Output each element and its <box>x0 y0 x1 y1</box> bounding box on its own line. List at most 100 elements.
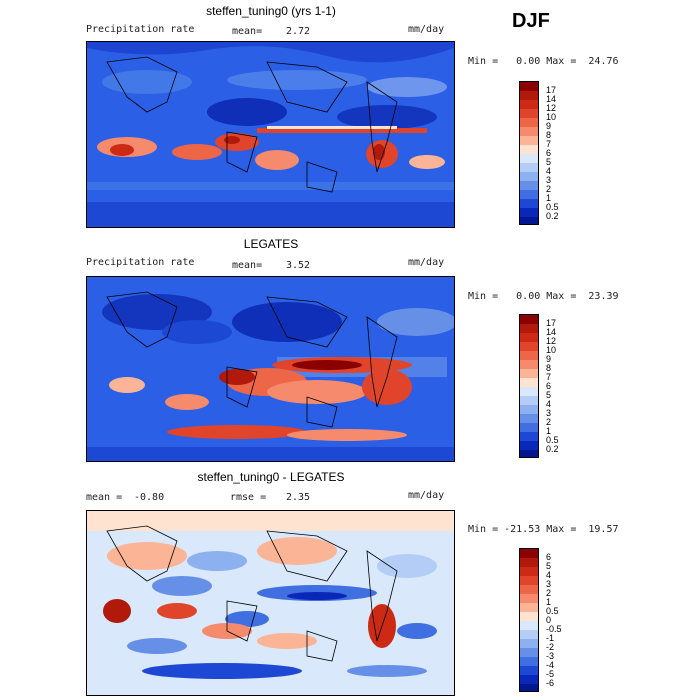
panel-3-colorbar-tick: -5 <box>546 669 555 679</box>
panel-2-colorbar-swatch <box>520 387 538 396</box>
panel-1-mean-value: 2.72 <box>286 26 311 37</box>
panel-3-colorbar-tick: 0 <box>546 615 552 625</box>
panel-3-mean-label: mean = <box>86 492 123 503</box>
panel-3-colorbar-tick: 0.5 <box>546 606 559 616</box>
panel-3-title: steffen_tuning0 - LEGATES <box>197 470 345 484</box>
panel-2-colorbar-tick: 9 <box>546 354 552 364</box>
panel-3-colorbar-tick: 5 <box>546 561 552 571</box>
panel-2-colorbar-swatch <box>520 414 538 423</box>
panel-2-colorbar <box>519 314 539 458</box>
panel-2-colorbar-swatch <box>520 315 538 324</box>
panel-3-colorbar-swatch <box>520 558 538 567</box>
panel-3-colorbar-swatch <box>520 675 538 684</box>
panel-1-colorbar <box>519 81 539 225</box>
panel-2-colorbar-tick: 14 <box>546 327 557 337</box>
panel-1-colorbar-swatch <box>520 100 538 109</box>
panel-2-colorbar-tick: 4 <box>546 399 552 409</box>
panel-1-colorbar-swatch <box>520 181 538 190</box>
season-label: DJF <box>512 10 550 32</box>
panel-3-colorbar-swatch <box>520 594 538 603</box>
panel-3-colorbar-swatch <box>520 585 538 594</box>
panel-1-colorbar-swatch <box>520 154 538 163</box>
panel-1-colorbar-swatch <box>520 208 538 217</box>
panel-1-map <box>86 41 455 228</box>
panel-3-colorbar-swatch <box>520 549 538 558</box>
panel-3-colorbar-tick: 4 <box>546 570 552 580</box>
panel-2-colorbar-swatch <box>520 423 538 432</box>
panel-2-colorbar-swatch <box>520 333 538 342</box>
panel-2-colorbar-swatch <box>520 360 538 369</box>
panel-3-colorbar-swatch <box>520 639 538 648</box>
panel-3-colorbar-swatch <box>520 603 538 612</box>
panel-2-colorbar-tick: 1 <box>546 426 552 436</box>
panel-2-colorbar-swatch <box>520 405 538 414</box>
panel-1-colorbar-swatch <box>520 127 538 136</box>
panel-1-variable-label: Precipitation rate <box>86 24 195 35</box>
panel-1-colorbar-tick: 7 <box>546 139 552 149</box>
panel-3-colorbar-swatch <box>520 657 538 666</box>
panel-2-colorbar-swatch <box>520 369 538 378</box>
panel-1-colorbar-tick: 9 <box>546 121 552 131</box>
panel-1-colorbar-tick: 12 <box>546 103 557 113</box>
panel-1-colorbar-swatch <box>520 82 538 91</box>
panel-3-colorbar-tick: 6 <box>546 552 552 562</box>
panel-3-colorbar-swatch <box>520 567 538 576</box>
panel-1-colorbar-tick: 8 <box>546 130 552 140</box>
panel-3-colorbar-tick: -0.5 <box>546 624 562 634</box>
panel-3-colorbar-tick: 2 <box>546 588 552 598</box>
panel-3-colorbar-tick: -3 <box>546 651 555 661</box>
panel-1-colorbar-swatch <box>520 145 538 154</box>
panel-3-colorbar-swatch <box>520 612 538 621</box>
panel-3-rmse-label: rmse = <box>230 492 267 503</box>
panel-2-title: LEGATES <box>243 237 299 251</box>
panel-1-colorbar-tick: 2 <box>546 184 552 194</box>
panel-1-unit: mm/day <box>408 24 445 35</box>
panel-3-colorbar <box>519 548 539 692</box>
panel-3-min-max: Min = -21.53 Max = 19.57 <box>468 524 619 535</box>
panel-2-colorbar-tick: 3 <box>546 408 552 418</box>
panel-2-mean-value: 3.52 <box>286 260 311 271</box>
panel-2-variable-label: Precipitation rate <box>86 257 195 268</box>
panel-1-colorbar-tick: 5 <box>546 157 552 167</box>
panel-3-colorbar-tick: 1 <box>546 597 552 607</box>
panel-1-min-max: Min = 0.00 Max = 24.76 <box>468 56 619 67</box>
panel-2-colorbar-tick: 5 <box>546 390 552 400</box>
panel-2-colorbar-swatch <box>520 441 538 450</box>
panel-3-colorbar-swatch <box>520 576 538 585</box>
panel-2-colorbar-tick: 17 <box>546 318 557 328</box>
panel-1-colorbar-swatch <box>520 172 538 181</box>
panel-1-colorbar-swatch <box>520 217 538 224</box>
panel-3-colorbar-swatch <box>520 666 538 675</box>
panel-2-colorbar-tick: 8 <box>546 363 552 373</box>
panel-1-colorbar-swatch <box>520 199 538 208</box>
panel-1-colorbar-tick: 14 <box>546 94 557 104</box>
panel-1-colorbar-swatch <box>520 163 538 172</box>
panel-1-colorbar-tick: 3 <box>546 175 552 185</box>
panel-1-colorbar-swatch <box>520 91 538 100</box>
panel-2-colorbar-swatch <box>520 450 538 457</box>
panel-1-colorbar-swatch <box>520 118 538 127</box>
panel-3-colorbar-tick: -2 <box>546 642 555 652</box>
panel-2-colorbar-swatch <box>520 378 538 387</box>
panel-2-colorbar-tick: 2 <box>546 417 552 427</box>
panel-3-colorbar-tick: -4 <box>546 660 555 670</box>
panel-3-rmse-value: 2.35 <box>286 492 311 503</box>
panel-2-colorbar-tick: 6 <box>546 381 552 391</box>
panel-2-colorbar-swatch <box>520 324 538 333</box>
panel-1-colorbar-tick: 0.5 <box>546 202 559 212</box>
panel-3-mean-value: -0.80 <box>134 492 165 503</box>
panel-3-colorbar-swatch <box>520 621 538 630</box>
panel-1-colorbar-tick: 17 <box>546 85 557 95</box>
panel-1-colorbar-tick: 6 <box>546 148 552 158</box>
panel-3-map <box>86 510 455 696</box>
panel-3-colorbar-swatch <box>520 630 538 639</box>
panel-3-colorbar-tick: -1 <box>546 633 555 643</box>
panel-1-colorbar-swatch <box>520 190 538 199</box>
panel-2-colorbar-tick: 0.5 <box>546 435 559 445</box>
panel-2-colorbar-tick: 10 <box>546 345 557 355</box>
panel-2-colorbar-swatch <box>520 396 538 405</box>
panel-1-colorbar-tick: 10 <box>546 112 557 122</box>
panel-3-colorbar-swatch <box>520 684 538 691</box>
panel-2-colorbar-swatch <box>520 432 538 441</box>
panel-2-mean-label: mean= <box>232 260 263 271</box>
